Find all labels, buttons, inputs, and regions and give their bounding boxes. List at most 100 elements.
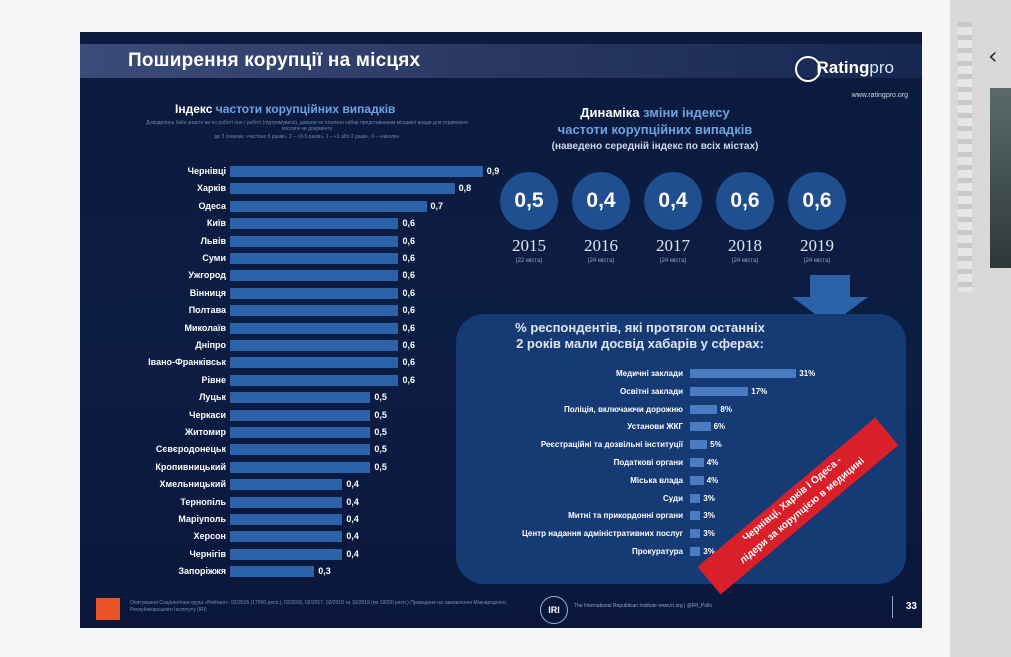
bribe-bar	[690, 529, 701, 539]
city-row: Луцьк 0,5	[80, 391, 500, 404]
dynamics-title: Динаміка зміни індексу частоти корупційн…	[551, 105, 759, 152]
city-label: Дніпро	[195, 340, 226, 350]
city-row: Харків 0,8	[80, 182, 500, 195]
arrow-down-icon	[792, 275, 868, 325]
city-bar	[230, 183, 455, 195]
year-note: (24 міста)	[587, 258, 615, 264]
city-value: 0,8	[458, 183, 472, 194]
city-value: 0,6	[402, 253, 415, 263]
bribe-bar	[690, 475, 704, 485]
city-value: 0,6	[402, 218, 415, 229]
bribe-bar	[690, 386, 749, 396]
city-row: Одеса 0,7	[80, 200, 500, 213]
city-label: Кропивницький	[155, 461, 226, 472]
bribe-label: Прокуратура	[631, 547, 683, 556]
city-value: 0,6	[402, 270, 415, 281]
presentation-slide: Поширення корупції на місцях Ratingpro w…	[80, 32, 922, 628]
bribe-bar	[690, 511, 701, 521]
left-chart-description: Доводилось і/або знаєте ви по роботі пол…	[146, 120, 468, 140]
city-value: 0,4	[346, 479, 359, 490]
year-note: (24 міста)	[659, 258, 687, 264]
city-label: Тернопіль	[180, 496, 226, 507]
city-label: Суми	[202, 253, 226, 263]
bribe-bar	[690, 493, 701, 503]
city-value: 0,6	[402, 305, 415, 316]
city-row: Сєвєродонецьк 0,5	[80, 443, 500, 456]
city-row: Чернівці 0,9	[80, 165, 500, 178]
bribe-label: Поліція, включаючи дорожню	[564, 404, 683, 414]
city-row: Чернігів 0,4	[80, 548, 500, 561]
bribe-label: Освітні заклади	[620, 386, 683, 396]
iri-text: The International Republican Institute w…	[574, 603, 712, 609]
city-bar	[230, 514, 343, 525]
bribe-value: 4%	[706, 458, 719, 467]
bribe-row: Податкові органи 4%	[458, 455, 878, 470]
bribe-value: 31%	[799, 369, 816, 378]
footnote: Опитування Соціологічна група «Рейтинг»:…	[130, 600, 506, 613]
city-label: Вінниця	[189, 287, 226, 298]
bribe-value: 3%	[703, 493, 715, 503]
city-label: Харків	[196, 183, 226, 194]
logo-url: www.ratingpro.org	[851, 92, 908, 99]
city-label: Чернівці	[187, 166, 226, 176]
index-circle: 0,4	[572, 172, 630, 230]
bribe-row: Поліція, включаючи дорожню 8%	[458, 402, 878, 417]
city-row: Маріуполь 0,4	[80, 513, 500, 526]
orange-square	[96, 598, 120, 620]
city-bar	[230, 200, 427, 212]
ratingpro-logo: Ratingpro	[816, 58, 894, 77]
bribe-row: Медичні заклади 31%	[458, 366, 878, 381]
city-bar	[230, 409, 371, 421]
city-label: Запоріжжя	[178, 566, 226, 577]
city-row: Дніпро 0,6	[80, 339, 500, 352]
bribe-value: 3%	[703, 547, 715, 556]
city-bar	[230, 461, 371, 473]
city-row: Запоріжжя 0,3	[80, 565, 500, 578]
page-number: 33	[892, 596, 917, 618]
title-bar	[80, 44, 922, 78]
bribe-row: Установи ЖКГ 6%	[458, 419, 878, 434]
city-row: Рівне 0,6	[80, 374, 500, 387]
city-bar	[230, 496, 343, 508]
city-label: Івано-Франківськ	[148, 357, 226, 368]
city-value: 0,3	[318, 566, 331, 577]
iri-logo: IRI	[540, 596, 568, 624]
city-bar	[230, 479, 343, 491]
bribe-row: Реєстраційні та дозвільні інституції 5%	[458, 437, 878, 452]
bribe-row: Міська влада 4%	[458, 473, 878, 488]
chevron-left-icon[interactable]: ‹	[988, 42, 998, 70]
city-bar	[230, 392, 371, 404]
bribe-label: Митні та прикордонні органи	[568, 511, 683, 521]
bribe-value: 6%	[713, 422, 726, 432]
city-bar	[230, 253, 399, 264]
city-label: Черкаси	[189, 409, 226, 420]
city-row: Черкаси 0,5	[80, 409, 500, 422]
bribe-bar	[690, 440, 708, 450]
city-bar	[230, 548, 343, 560]
city-label: Львів	[200, 235, 226, 246]
city-value: 0,7	[430, 200, 444, 211]
city-label: Одеса	[198, 200, 227, 211]
city-bar	[230, 444, 371, 456]
index-circle: 0,6	[716, 172, 774, 230]
city-row: Житомир 0,5	[80, 426, 500, 439]
bribes-panel	[456, 314, 906, 584]
city-bar	[230, 566, 315, 578]
city-bar	[230, 357, 399, 369]
city-bar	[230, 427, 371, 438]
city-value: 0,5	[374, 444, 387, 455]
city-value: 0,5	[374, 427, 387, 437]
logo-ring-icon	[795, 56, 821, 82]
bribe-bar	[690, 369, 797, 378]
bribe-value: 4%	[706, 475, 719, 485]
city-value: 0,5	[374, 461, 387, 472]
city-bar	[230, 374, 399, 386]
thumbnail-strip[interactable]	[958, 22, 972, 292]
bribe-row: Митні та прикордонні органи 3%	[458, 508, 878, 523]
city-row: Полтава 0,6	[80, 304, 500, 317]
city-row: Ужгород 0,6	[80, 269, 500, 282]
city-value: 0,4	[346, 548, 359, 559]
bribe-row: Суди 3%	[458, 491, 878, 506]
side-thumbnail-image[interactable]	[990, 88, 1011, 268]
year-label: 2018	[728, 236, 762, 255]
